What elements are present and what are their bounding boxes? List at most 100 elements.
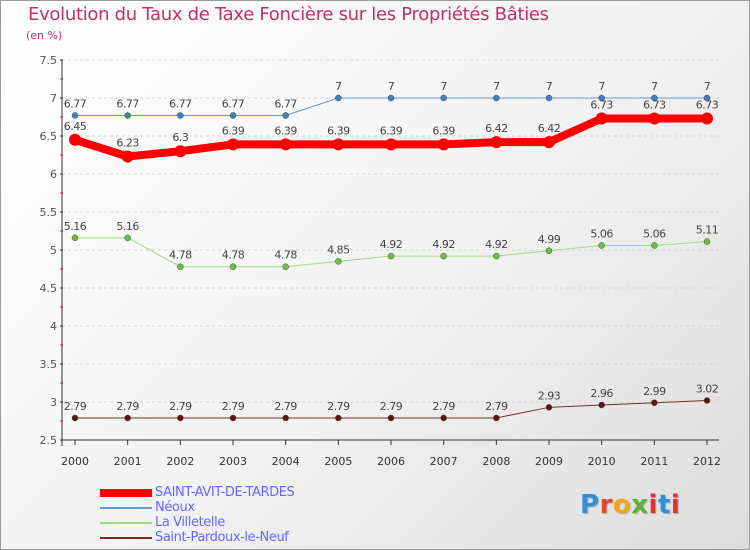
legend-swatch: [100, 522, 152, 524]
data-label-n-oux: 6.77: [64, 97, 87, 110]
data-point-saint-pardoux-le-neuf: [545, 404, 553, 411]
data-point-saint-avit-de-tardes: [595, 112, 608, 125]
logo-letter: i: [670, 490, 681, 520]
data-point-saint-avit-de-tardes: [279, 138, 292, 151]
logo-letter: t: [657, 490, 671, 520]
data-label-saint-avit-de-tardes: 6.73: [590, 99, 613, 112]
data-point-la-villetelle: [229, 263, 237, 270]
logo-letter: r: [599, 490, 613, 520]
data-label-saint-avit-de-tardes: 6.39: [327, 124, 350, 137]
data-label-saint-avit-de-tardes: 6.39: [274, 124, 297, 137]
chart-title: Evolution du Taux de Taxe Foncière sur l…: [28, 4, 549, 25]
data-point-n-oux: [177, 112, 184, 119]
data-point-saint-avit-de-tardes: [385, 138, 397, 151]
data-point-n-oux: [282, 112, 289, 119]
data-label-la-villetelle: 4.92: [380, 238, 403, 251]
x-tick-label: 2012: [693, 455, 721, 468]
data-label-saint-avit-de-tardes: 6.39: [222, 124, 245, 137]
data-point-la-villetelle: [651, 242, 658, 249]
data-point-n-oux: [493, 94, 500, 102]
data-label-la-villetelle: 4.78: [274, 249, 297, 262]
y-tick-label: 3: [50, 396, 57, 409]
data-point-la-villetelle: [545, 247, 553, 255]
y-tick-label: 5.5: [40, 206, 58, 219]
data-label-saint-pardoux-le-neuf: 2.79: [274, 400, 297, 413]
data-point-n-oux: [387, 94, 395, 102]
data-label-saint-pardoux-le-neuf: 2.99: [643, 385, 666, 398]
data-label-n-oux: 7: [546, 80, 553, 93]
data-label-n-oux: 7: [493, 80, 500, 93]
data-label-saint-pardoux-le-neuf: 2.79: [222, 400, 245, 413]
data-point-n-oux: [229, 112, 237, 119]
data-point-n-oux: [703, 94, 711, 102]
data-point-saint-avit-de-tardes: [69, 133, 81, 146]
data-point-n-oux: [124, 112, 131, 119]
data-point-saint-avit-de-tardes: [174, 145, 187, 158]
logo-letter: x: [631, 490, 649, 520]
data-point-la-villetelle: [493, 252, 500, 260]
x-tick-label: 2003: [219, 455, 247, 468]
legend-label: Saint-Pardoux-le-Neuf: [155, 530, 289, 545]
data-label-n-oux: 7: [704, 80, 711, 93]
data-label-la-villetelle: 5.16: [116, 220, 139, 233]
data-point-saint-avit-de-tardes: [227, 138, 239, 151]
legend-label: La Villetelle: [155, 515, 225, 530]
y-tick-label: 5: [50, 244, 57, 257]
x-tick-label: 2002: [166, 455, 194, 468]
data-label-n-oux: 7: [335, 80, 342, 93]
logo-letter: i: [648, 490, 658, 520]
logo-letter: P: [580, 490, 600, 520]
data-point-saint-avit-de-tardes: [121, 150, 134, 163]
data-label-n-oux: 6.77: [116, 97, 139, 110]
y-tick-label: 6.5: [40, 130, 58, 143]
data-label-saint-pardoux-le-neuf: 2.79: [116, 400, 139, 413]
data-label-n-oux: 7: [598, 80, 605, 93]
data-label-saint-pardoux-le-neuf: 2.79: [327, 400, 350, 413]
data-point-saint-avit-de-tardes: [543, 136, 555, 149]
data-point-la-villetelle: [335, 258, 342, 265]
data-point-saint-pardoux-le-neuf: [387, 414, 395, 422]
data-label-saint-pardoux-le-neuf: 2.79: [380, 400, 403, 413]
x-tick-label: 2004: [272, 455, 300, 468]
data-point-saint-pardoux-le-neuf: [282, 414, 289, 422]
data-point-saint-pardoux-le-neuf: [651, 399, 658, 407]
data-point-saint-avit-de-tardes: [701, 112, 713, 125]
y-tick-label: 6: [50, 168, 57, 181]
data-point-la-villetelle: [703, 238, 711, 245]
data-label-la-villetelle: 5.16: [64, 220, 87, 233]
data-label-n-oux: 7: [440, 80, 447, 93]
data-label-saint-avit-de-tardes: 6.39: [380, 124, 403, 137]
data-label-saint-pardoux-le-neuf: 2.96: [590, 387, 613, 400]
data-label-saint-pardoux-le-neuf: 2.93: [538, 389, 561, 402]
data-point-saint-pardoux-le-neuf: [703, 397, 711, 404]
data-label-saint-pardoux-le-neuf: 2.79: [485, 400, 508, 413]
data-point-la-villetelle: [387, 252, 395, 260]
data-label-n-oux: 7: [388, 80, 395, 93]
x-tick-label: 2008: [482, 455, 510, 468]
y-tick-label: 7: [50, 92, 57, 105]
data-label-n-oux: 6.77: [169, 97, 192, 110]
legend-swatch: [100, 537, 152, 539]
data-label-n-oux: 6.77: [222, 97, 245, 110]
data-point-saint-avit-de-tardes: [332, 138, 345, 151]
data-point-n-oux: [598, 94, 605, 102]
data-point-la-villetelle: [440, 252, 447, 260]
data-label-la-villetelle: 4.78: [222, 249, 245, 262]
data-point-n-oux: [651, 94, 658, 102]
data-point-la-villetelle: [124, 234, 131, 242]
x-tick-label: 2001: [114, 455, 142, 468]
data-label-saint-avit-de-tardes: 6.45: [64, 120, 87, 133]
data-label-saint-pardoux-le-neuf: 2.79: [64, 400, 87, 413]
logo-letter: o: [612, 490, 632, 520]
data-point-saint-pardoux-le-neuf: [440, 414, 447, 422]
data-label-la-villetelle: 5.11: [696, 224, 719, 237]
x-tick-label: 2009: [535, 455, 563, 468]
proxiti-logo: Proxiti: [580, 490, 680, 520]
legend-label: SAINT-AVIT-DE-TARDES: [155, 485, 295, 500]
data-point-saint-pardoux-le-neuf: [177, 414, 184, 422]
data-label-saint-pardoux-le-neuf: 2.79: [169, 400, 192, 413]
x-tick-label: 2011: [640, 455, 668, 468]
data-label-saint-pardoux-le-neuf: 2.79: [432, 400, 455, 413]
data-label-saint-avit-de-tardes: 6.73: [696, 99, 719, 112]
